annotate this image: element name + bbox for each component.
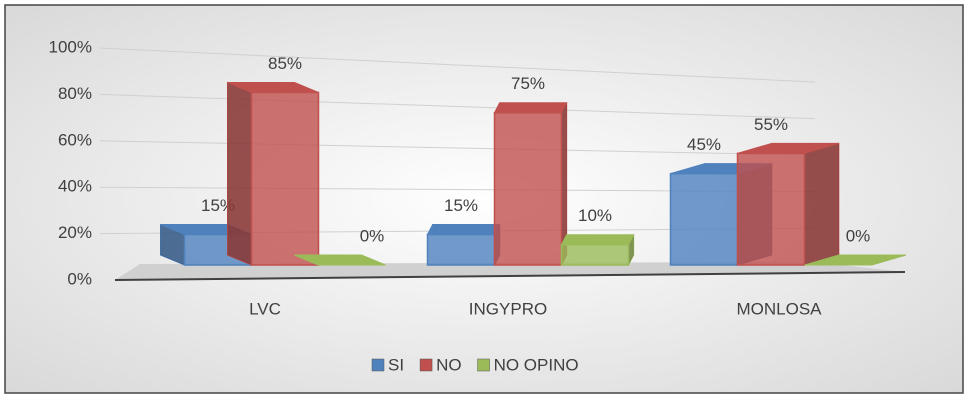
data-label: 75% [511, 74, 545, 93]
data-label: 45% [687, 135, 721, 154]
data-label: 0% [846, 226, 871, 245]
legend-label: NO [436, 355, 462, 374]
legend-label: SI [388, 355, 404, 374]
y-tick-label: 0% [67, 269, 92, 288]
y-tick-label: 80% [58, 84, 92, 103]
bar-side-shade [160, 224, 185, 265]
bar [426, 233, 496, 266]
bar-side-shade [561, 102, 567, 265]
bar [560, 243, 630, 266]
data-label: 55% [754, 115, 788, 134]
data-label: 15% [444, 196, 478, 215]
bar [736, 152, 806, 266]
data-label: 15% [201, 196, 235, 215]
legend-swatch [419, 358, 433, 372]
y-tick-label: 100% [49, 37, 92, 56]
bar-side-shade [227, 82, 252, 265]
grid-line [99, 140, 816, 156]
x-tick-label: LVC [249, 299, 281, 318]
x-tick-label: INGYPRO [469, 299, 547, 318]
data-label: 85% [268, 54, 302, 73]
bar [669, 172, 739, 266]
bar-top [560, 234, 635, 246]
floor [115, 262, 905, 280]
bar-top [804, 254, 906, 266]
legend-swatch [371, 358, 385, 372]
bar-top [737, 142, 839, 154]
bar [493, 112, 563, 266]
y-tick-label: 40% [58, 177, 92, 196]
legend-label: NO OPINO [494, 355, 579, 374]
x-tick-label: MONLOSA [736, 299, 822, 318]
grid-line [99, 93, 816, 120]
bar-top [294, 254, 386, 266]
data-label: 0% [360, 226, 385, 245]
legend-swatch [477, 358, 490, 372]
grid-line [99, 47, 816, 83]
bar [250, 91, 320, 266]
y-tick-label: 60% [58, 130, 92, 149]
y-tick-label: 20% [58, 223, 92, 242]
bar-side-shade [804, 143, 839, 265]
bar-top [493, 102, 568, 114]
data-label: 10% [578, 206, 612, 225]
bar-top [426, 224, 501, 236]
x-axis [114, 271, 906, 281]
bar-top [227, 81, 319, 93]
